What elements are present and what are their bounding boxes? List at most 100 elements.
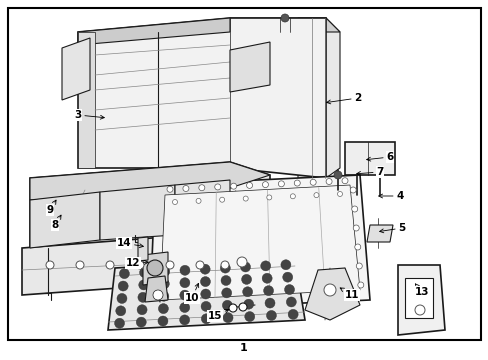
Circle shape <box>196 261 203 269</box>
Text: 4: 4 <box>378 191 403 201</box>
Circle shape <box>221 275 230 285</box>
Circle shape <box>117 293 127 303</box>
Circle shape <box>114 318 124 328</box>
Circle shape <box>223 313 233 323</box>
Circle shape <box>136 317 146 327</box>
Circle shape <box>244 311 254 321</box>
Polygon shape <box>150 175 369 310</box>
Circle shape <box>201 314 211 324</box>
Circle shape <box>159 291 168 301</box>
Polygon shape <box>145 276 168 302</box>
Circle shape <box>199 185 204 191</box>
Circle shape <box>286 297 296 307</box>
Circle shape <box>201 289 210 299</box>
Circle shape <box>264 298 274 308</box>
Circle shape <box>324 284 335 296</box>
Text: 10: 10 <box>184 283 199 303</box>
Polygon shape <box>108 258 305 330</box>
Circle shape <box>116 306 125 316</box>
Circle shape <box>237 257 246 267</box>
Circle shape <box>351 206 357 212</box>
Circle shape <box>147 260 163 276</box>
Circle shape <box>222 300 232 310</box>
Polygon shape <box>78 18 325 178</box>
Circle shape <box>200 264 210 274</box>
Circle shape <box>290 194 295 199</box>
Circle shape <box>118 281 128 291</box>
Circle shape <box>183 185 188 192</box>
Polygon shape <box>100 185 175 240</box>
Text: 15: 15 <box>207 310 228 321</box>
Text: 11: 11 <box>340 288 359 300</box>
Text: 9: 9 <box>46 200 56 215</box>
Circle shape <box>159 279 169 289</box>
Circle shape <box>349 187 355 193</box>
Circle shape <box>280 260 290 270</box>
Text: 5: 5 <box>379 223 405 233</box>
Circle shape <box>241 274 251 284</box>
Circle shape <box>243 299 253 309</box>
Polygon shape <box>78 18 229 45</box>
Circle shape <box>158 303 168 314</box>
Polygon shape <box>62 38 90 100</box>
Polygon shape <box>229 42 269 92</box>
Circle shape <box>139 280 148 290</box>
Circle shape <box>263 286 273 296</box>
Circle shape <box>160 266 169 276</box>
Polygon shape <box>30 162 269 255</box>
Circle shape <box>136 261 143 269</box>
Circle shape <box>239 303 246 311</box>
Circle shape <box>309 179 316 185</box>
Polygon shape <box>22 232 269 295</box>
Polygon shape <box>142 252 168 285</box>
Polygon shape <box>30 162 269 200</box>
Circle shape <box>337 192 342 197</box>
Text: 7: 7 <box>356 167 383 177</box>
Polygon shape <box>366 225 392 242</box>
Circle shape <box>220 263 230 273</box>
Circle shape <box>167 186 173 192</box>
Circle shape <box>281 14 288 22</box>
Circle shape <box>294 180 300 186</box>
Polygon shape <box>345 142 394 175</box>
Circle shape <box>262 273 272 283</box>
Circle shape <box>180 290 189 300</box>
Circle shape <box>180 278 189 288</box>
Polygon shape <box>30 192 100 248</box>
Circle shape <box>219 197 224 202</box>
Circle shape <box>266 195 271 200</box>
Polygon shape <box>305 268 359 320</box>
Circle shape <box>352 225 359 231</box>
Text: 3: 3 <box>74 110 104 120</box>
Text: 8: 8 <box>51 215 61 230</box>
Polygon shape <box>138 237 148 261</box>
Text: 1: 1 <box>240 343 247 353</box>
Circle shape <box>284 284 294 294</box>
Polygon shape <box>78 32 95 168</box>
Circle shape <box>214 184 220 190</box>
Text: 14: 14 <box>117 238 143 248</box>
Circle shape <box>333 171 341 179</box>
Text: 2: 2 <box>326 93 361 104</box>
Circle shape <box>356 263 362 269</box>
Circle shape <box>242 287 252 297</box>
Polygon shape <box>297 18 339 178</box>
Polygon shape <box>397 265 444 335</box>
Circle shape <box>230 183 236 189</box>
Circle shape <box>180 302 189 312</box>
Text: 13: 13 <box>414 284 428 297</box>
Polygon shape <box>404 278 432 318</box>
Polygon shape <box>160 185 359 300</box>
Circle shape <box>243 196 248 201</box>
Circle shape <box>179 315 189 325</box>
Circle shape <box>240 262 250 272</box>
Circle shape <box>313 193 318 198</box>
Circle shape <box>138 292 147 302</box>
Circle shape <box>287 309 298 319</box>
Circle shape <box>325 179 331 185</box>
Polygon shape <box>175 180 229 235</box>
Circle shape <box>278 181 284 187</box>
Circle shape <box>228 304 237 312</box>
Circle shape <box>137 305 147 315</box>
Circle shape <box>266 310 276 320</box>
